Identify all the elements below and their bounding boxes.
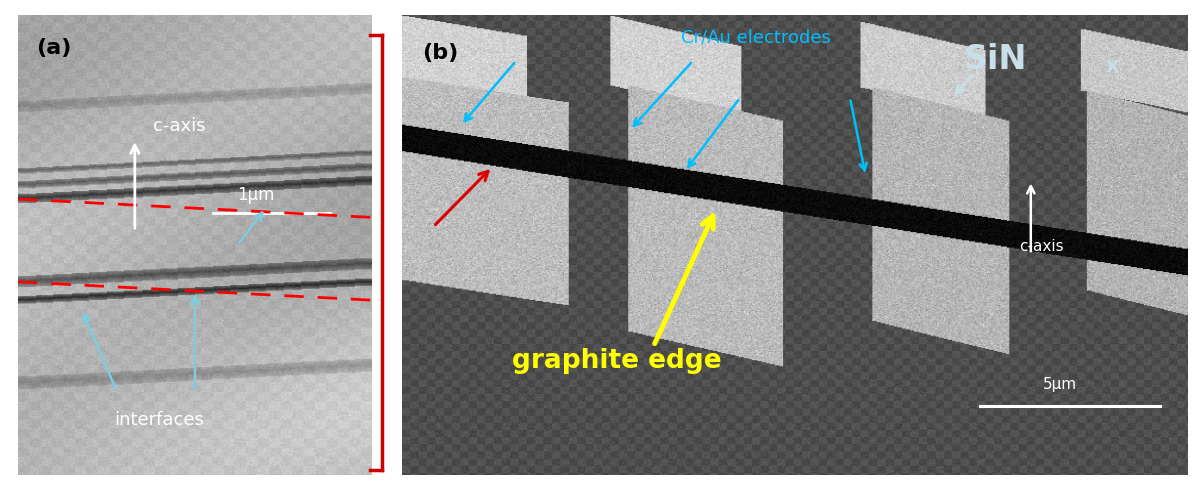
Text: Cr/Au electrodes: Cr/Au electrodes bbox=[680, 29, 830, 47]
Text: SiN: SiN bbox=[964, 42, 1027, 76]
Text: (a): (a) bbox=[36, 38, 71, 58]
Text: 5μm: 5μm bbox=[1043, 377, 1076, 392]
Text: (b): (b) bbox=[421, 42, 458, 62]
Text: c-axis: c-axis bbox=[152, 116, 205, 134]
Text: c-axis: c-axis bbox=[1019, 239, 1063, 254]
Text: 1μm: 1μm bbox=[238, 186, 275, 204]
Text: graphite edge: graphite edge bbox=[512, 348, 721, 374]
Text: interfaces: interfaces bbox=[115, 411, 204, 429]
Text: x: x bbox=[1105, 56, 1118, 76]
